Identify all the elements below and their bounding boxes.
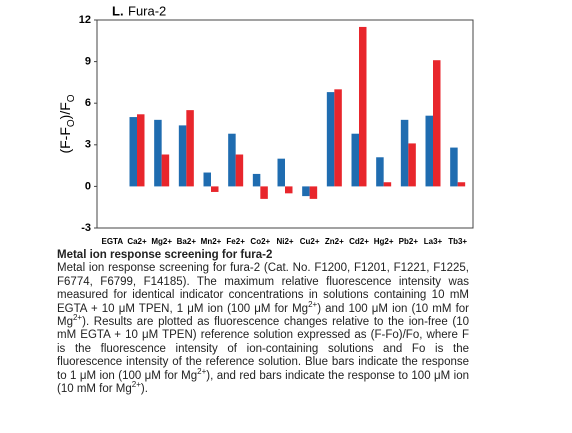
bar [154, 119, 162, 187]
x-tick-label: Mn2+ [201, 237, 222, 246]
caption-text: ). Results are plotted as fluorescence c… [57, 316, 469, 382]
bar [359, 26, 367, 187]
caption-text: ). [140, 383, 148, 396]
x-tick-label: Mg2+ [151, 237, 172, 246]
bar [178, 125, 187, 187]
x-tick-label: La3+ [424, 237, 443, 246]
caption-text: ) and 100 μM ion (10 mM for Mg [57, 302, 469, 329]
superscript: 2+ [131, 380, 141, 390]
bar [425, 115, 433, 187]
bar [186, 110, 194, 187]
x-tick-label: Cu2+ [300, 237, 320, 246]
bar [285, 186, 293, 194]
y-tick-label: 3 [85, 139, 91, 151]
chart-title: Fura-2 [128, 3, 166, 18]
x-tick-label: Hg2+ [374, 237, 394, 246]
bar [309, 186, 318, 199]
y-axis-label: (F-FO)/FO [57, 94, 77, 153]
bar [334, 89, 342, 187]
bar [235, 154, 244, 187]
x-tick-label: Ni2+ [276, 237, 293, 246]
x-tick-label: Co2+ [250, 237, 270, 246]
bar [129, 117, 137, 187]
bar [137, 114, 145, 187]
x-tick-label: Zn2+ [325, 237, 344, 246]
bar [326, 92, 335, 187]
x-tick-label: EGTA [102, 237, 124, 246]
y-label-part: (F-F [57, 127, 73, 153]
bar [260, 186, 268, 199]
caption: Metal ion response screening for fura-2 … [57, 249, 469, 396]
bar [433, 60, 441, 187]
bar [457, 182, 466, 187]
y-label-part: O [66, 94, 77, 102]
x-tick-label: Ba2+ [177, 237, 197, 246]
bar [376, 157, 384, 187]
caption-text: Metal ion response screening for fura-2 … [57, 262, 469, 315]
panel-label: L. [112, 3, 124, 18]
superscript: 2+ [308, 299, 318, 309]
bar [161, 154, 170, 187]
bar [408, 143, 416, 187]
bar [400, 119, 409, 187]
x-tick-label: Cd2+ [349, 237, 369, 246]
y-tick-label: 12 [79, 14, 91, 26]
bar [203, 172, 211, 187]
bar [228, 133, 236, 187]
bar [252, 173, 261, 187]
bar [211, 186, 219, 192]
bar [302, 186, 310, 197]
y-tick-label: 6 [85, 97, 91, 109]
superscript: 2+ [72, 313, 83, 323]
y-tick-label: 0 [85, 180, 91, 192]
y-label-part: O [66, 119, 77, 127]
bar [450, 147, 458, 187]
caption-title: Metal ion response screening for fura-2 [57, 249, 273, 261]
caption-body: Metal ion response screening for fura-2 … [57, 262, 469, 396]
y-tick-label: 9 [85, 56, 91, 68]
x-tick-label: Fe2+ [226, 237, 245, 246]
x-tick-label: Pb2+ [399, 237, 419, 246]
bar [383, 182, 392, 187]
y-tick-label: -3 [81, 222, 91, 234]
x-tick-label: Ca2+ [127, 237, 147, 246]
bar [277, 158, 285, 187]
superscript: 2+ [197, 366, 207, 376]
plot-frame [96, 19, 474, 229]
x-tick-label: Tb3+ [448, 237, 467, 246]
y-label-part: )/F [57, 102, 73, 119]
caption-text: ), and red bars indicate the response to… [57, 369, 469, 396]
bar [351, 133, 359, 187]
